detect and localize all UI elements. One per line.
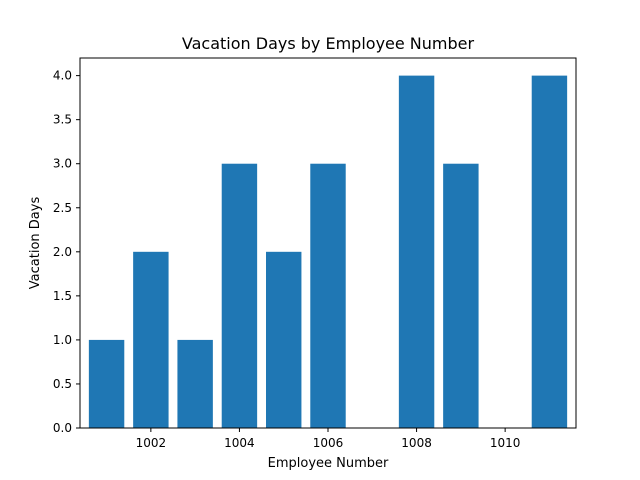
chart-title: Vacation Days by Employee Number [182, 34, 475, 53]
bar-1009 [443, 163, 479, 428]
y-axis-label: Vacation Days [28, 197, 43, 290]
y-tick-label: 0.0 [53, 421, 72, 435]
x-tick-label: 1008 [401, 436, 432, 450]
bar-1008 [398, 75, 435, 428]
bars-group [88, 75, 568, 428]
x-tick-label: 1004 [224, 436, 255, 450]
bar-1004 [221, 163, 258, 428]
bar-1006 [310, 163, 346, 428]
x-axis-label: Employee Number [268, 456, 389, 471]
y-tick-label: 2.0 [53, 245, 72, 259]
x-tick-label: 1010 [490, 436, 521, 450]
y-tick-label: 1.0 [53, 333, 72, 347]
y-tick-label: 0.5 [53, 377, 72, 391]
x-tick-label: 1002 [136, 436, 167, 450]
y-axis-ticks: 0.0 0.5 1.0 1.5 2.0 2.5 3.0 3.5 4.0 [53, 69, 80, 435]
bar-1005 [266, 251, 302, 428]
y-tick-label: 3.0 [53, 157, 72, 171]
y-tick-label: 3.5 [53, 113, 72, 127]
bar-1002 [133, 251, 169, 428]
bar-1001 [88, 339, 125, 428]
y-tick-label: 2.5 [53, 201, 72, 215]
x-axis-ticks: 1002 1004 1006 1008 1010 [136, 428, 521, 450]
y-tick-label: 4.0 [53, 69, 72, 83]
bar-1003 [177, 339, 213, 428]
x-tick-label: 1006 [313, 436, 344, 450]
bar-1011 [531, 75, 568, 428]
y-tick-label: 1.5 [53, 289, 72, 303]
